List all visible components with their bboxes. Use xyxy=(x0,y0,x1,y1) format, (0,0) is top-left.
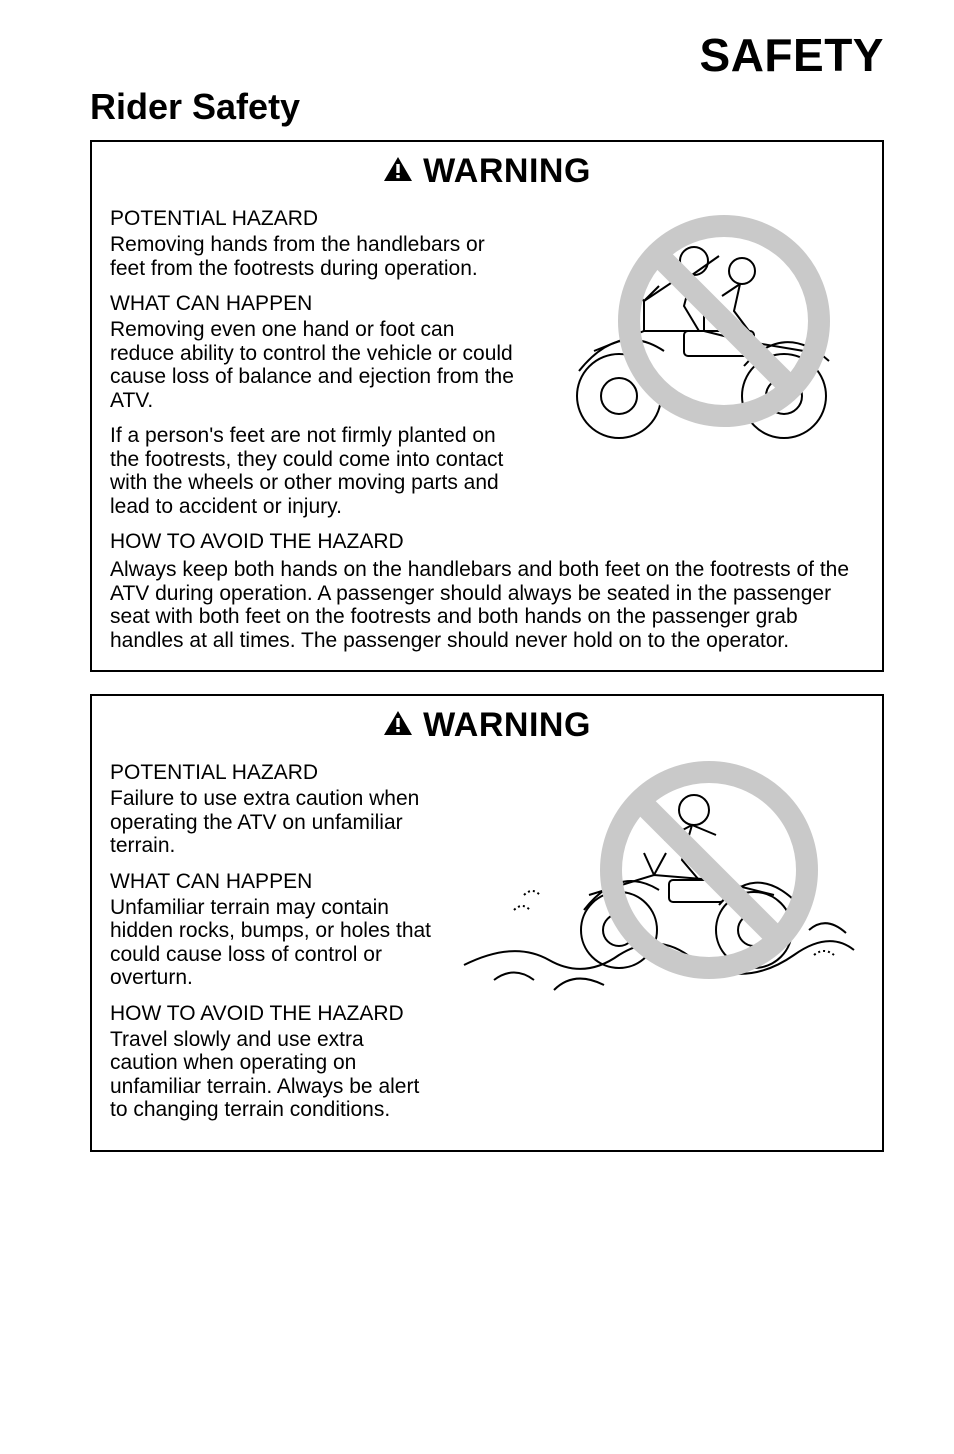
potential-hazard-label: POTENTIAL HAZARD xyxy=(110,207,516,231)
how-to-avoid-text: Travel slowly and use extra caution when… xyxy=(110,1028,436,1122)
warning-header: WARNING xyxy=(110,152,864,191)
warning-heading: WARNING xyxy=(423,706,591,745)
potential-hazard-label: POTENTIAL HAZARD xyxy=(110,761,436,785)
what-can-happen-text-2: If a person's feet are not firmly plante… xyxy=(110,424,516,518)
warning-heading: WARNING xyxy=(423,152,591,191)
potential-hazard-text: Failure to use extra caution when operat… xyxy=(110,787,436,858)
how-to-avoid-label: HOW TO AVOID THE HAZARD xyxy=(110,530,516,554)
warning-box-hands-feet: WARNING POTENTIAL HAZARD Removing hands … xyxy=(90,140,884,672)
subsection-title: Rider Safety xyxy=(90,86,884,128)
what-can-happen-label: WHAT CAN HAPPEN xyxy=(110,292,516,316)
illustration-terrain xyxy=(454,755,864,1010)
what-can-happen-text-1: Removing even one hand or foot can reduc… xyxy=(110,318,516,412)
what-can-happen-text-1: Unfamiliar terrain may contain hidden ro… xyxy=(110,896,436,990)
prohibit-icon xyxy=(629,226,819,416)
section-title: SAFETY xyxy=(90,28,884,82)
what-can-happen-label: WHAT CAN HAPPEN xyxy=(110,870,436,894)
warning-triangle-icon xyxy=(383,710,413,741)
warning-box-terrain: WARNING POTENTIAL HAZARD Failure to use … xyxy=(90,694,884,1152)
warning-header: WARNING xyxy=(110,706,864,745)
prohibit-icon xyxy=(611,772,807,968)
how-to-avoid-label: HOW TO AVOID THE HAZARD xyxy=(110,1002,436,1026)
potential-hazard-text: Removing hands from the handlebars or fe… xyxy=(110,233,516,280)
how-to-avoid-text: Always keep both hands on the handlebars… xyxy=(110,558,864,652)
warning-triangle-icon xyxy=(383,156,413,187)
illustration-hands-off xyxy=(534,201,864,461)
